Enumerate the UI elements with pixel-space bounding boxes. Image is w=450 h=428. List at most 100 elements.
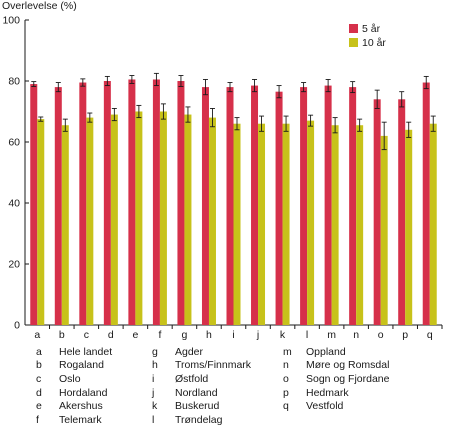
key-region-name: Hordaland — [59, 386, 108, 399]
key-region-name: Telemark — [59, 413, 102, 426]
key-region-name: Troms/Finnmark — [175, 359, 252, 372]
bar-5yr-n — [349, 87, 357, 325]
y-tick-label: 60 — [8, 137, 20, 149]
bar-10yr-o — [380, 135, 388, 325]
key-letter: h — [152, 359, 158, 372]
key-column-3: m Oppland n Møre og Romsdal o Sogn og Fjordan… — [283, 345, 389, 413]
legend-label: 5 år — [362, 23, 381, 35]
bar-5yr-k — [275, 91, 283, 325]
key-region-name: Møre og Romsdal — [306, 359, 390, 372]
bar-5yr-i — [226, 87, 234, 325]
bar-10yr-p — [405, 129, 413, 325]
key-entry: j Nordland — [152, 386, 251, 400]
y-tick-label: 0 — [14, 320, 20, 332]
key-region-name: Trøndelag — [175, 413, 223, 426]
chart-bars — [30, 72, 437, 326]
key-region-name: Oppland — [306, 345, 346, 358]
x-tick-label: p — [402, 329, 408, 341]
chart-legend: 5 år 10 år — [349, 23, 386, 49]
bar-5yr-e — [128, 79, 136, 325]
key-region-name: Nordland — [175, 386, 218, 399]
key-entry: m Oppland — [283, 345, 389, 359]
bar-5yr-h — [201, 87, 209, 325]
x-tick-label: d — [108, 329, 114, 341]
key-entry: p Hedmark — [283, 386, 389, 400]
key-entry: a Hele landet — [36, 345, 112, 359]
x-tick-label: l — [306, 329, 308, 341]
y-axis-label: Overlevelse (%) — [2, 0, 77, 12]
bar-5yr-a — [30, 84, 38, 325]
x-tick-label: e — [132, 329, 138, 341]
key-letter: a — [36, 345, 42, 358]
x-tick-label: q — [427, 329, 433, 341]
bar-10yr-i — [233, 123, 241, 325]
bar-5yr-f — [152, 79, 160, 325]
key-letter: l — [152, 413, 155, 426]
y-tick-label: 20 — [8, 259, 20, 271]
bar-10yr-f — [159, 111, 167, 325]
key-column-2: g Agder h Troms/Finnmark i Østfold j Nordland k B… — [152, 345, 251, 427]
key-entry: c Oslo — [36, 372, 112, 386]
key-region-name: Oslo — [59, 372, 81, 385]
key-region-name: Agder — [175, 345, 204, 358]
key-letter: f — [36, 413, 39, 426]
key-letter: i — [152, 372, 155, 385]
category-key: a Hele landet b Rogaland c Oslo d Hordaland e Ake… — [0, 345, 450, 428]
bar-5yr-q — [422, 82, 430, 326]
key-letter: o — [283, 372, 289, 385]
key-letter: n — [283, 359, 289, 372]
key-letter: k — [152, 400, 158, 413]
x-tick-label: f — [158, 329, 161, 341]
x-tick-label: b — [59, 329, 65, 341]
x-tick-label: n — [353, 329, 359, 341]
key-letter: q — [283, 400, 289, 413]
x-tick-label: g — [182, 329, 188, 341]
bar-5yr-b — [54, 87, 62, 325]
key-entry: l Trøndelag — [152, 413, 251, 427]
y-tick-label: 80 — [8, 76, 20, 88]
x-tick-label: i — [232, 329, 234, 341]
key-entry: e Akershus — [36, 399, 112, 413]
y-tick-label: 100 — [2, 15, 20, 27]
key-region-name: Østfold — [175, 372, 209, 385]
bar-10yr-j — [258, 123, 266, 325]
key-entry: g Agder — [152, 345, 251, 359]
key-entry: k Buskerud — [152, 399, 251, 413]
bar-10yr-c — [86, 117, 94, 325]
chart-axes: Overlevelse (%) 0 20 40 60 80 100 a b c d e f g h i j k l m… — [2, 0, 443, 341]
key-entry: q Vestfold — [283, 399, 389, 413]
key-letter: m — [283, 345, 292, 358]
bar-5yr-l — [300, 87, 308, 325]
bar-5yr-o — [373, 99, 381, 325]
bar-10yr-b — [61, 125, 69, 325]
x-tick-label: k — [280, 329, 286, 341]
bar-10yr-a — [37, 119, 45, 325]
key-region-name: Akershus — [59, 400, 103, 413]
key-entry: h Troms/Finnmark — [152, 359, 251, 373]
key-region-name: Hele landet — [59, 345, 113, 358]
y-tick-label: 40 — [8, 198, 20, 210]
bar-10yr-n — [356, 125, 364, 325]
bar-10yr-h — [208, 117, 216, 325]
key-entry: b Rogaland — [36, 359, 112, 373]
bar-10yr-q — [429, 123, 437, 325]
bar-5yr-j — [251, 85, 259, 325]
key-region-name: Hedmark — [306, 386, 349, 399]
key-region-name: Vestfold — [306, 400, 344, 413]
x-tick-label: a — [34, 329, 40, 341]
key-letter: c — [36, 372, 42, 385]
key-letter: d — [36, 386, 42, 399]
x-tick-label: m — [327, 329, 336, 341]
key-region-name: Rogaland — [59, 359, 104, 372]
bar-5yr-c — [79, 82, 87, 326]
bar-5yr-m — [324, 85, 332, 325]
key-letter: b — [36, 359, 42, 372]
bar-10yr-e — [135, 111, 143, 325]
legend-label: 10 år — [362, 37, 386, 49]
bar-5yr-d — [103, 81, 111, 325]
key-letter: p — [283, 386, 289, 399]
key-region-name: Buskerud — [175, 400, 220, 413]
key-entry: o Sogn og Fjordane — [283, 372, 389, 386]
key-entry: i Østfold — [152, 372, 251, 386]
legend-swatch — [349, 24, 358, 33]
